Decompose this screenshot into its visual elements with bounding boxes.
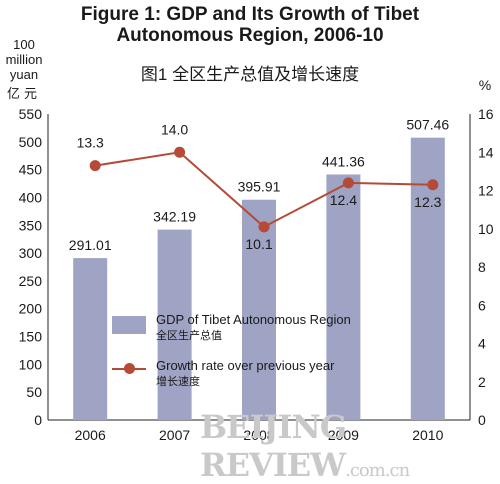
y-right-tick-label: 8: [478, 259, 486, 275]
y-left-unit: 100 million yuan: [5, 37, 43, 82]
legend-item-gdp: GDP of Tibet Autonomous Region 全区生产总值: [112, 312, 351, 344]
x-tick-label: 2007: [159, 427, 190, 443]
chart-title: Figure 1: GDP and Its Growth of Tibet Au…: [80, 4, 420, 46]
y-left-unit-cn: 亿元: [6, 86, 41, 101]
growth-value-label: 14.0: [161, 121, 188, 137]
bar-value-label: 395.91: [238, 179, 281, 195]
bar-gdp: [242, 199, 276, 420]
y-left-tick-label: 550: [19, 106, 43, 122]
y-right-tick-label: 6: [478, 297, 486, 313]
y-right-tick-label: 10: [478, 221, 494, 237]
bar-value-label: 291.01: [69, 237, 112, 253]
growth-point: [427, 179, 439, 191]
legend: GDP of Tibet Autonomous Region 全区生产总值 Gr…: [112, 312, 351, 404]
growth-point: [89, 160, 101, 172]
chart-canvas: 0 50 100 150 200 250 300 350 400 450 500 550 0 2 4 6 8 10…: [19, 106, 494, 443]
watermark-suffix: .com.cn: [345, 460, 410, 481]
bar-gdp: [73, 258, 108, 420]
bar-value-label: 342.19: [153, 209, 196, 225]
y-right-tick-label: 4: [478, 336, 486, 352]
y-left-tick-label: 0: [34, 412, 42, 428]
y-left-tick-label: 350: [19, 217, 43, 233]
bar-value-label: 507.46: [406, 117, 449, 133]
legend-growth-label-cn: 增长速度: [156, 376, 200, 388]
y-right-tick-label: 14: [478, 144, 494, 160]
x-tick-label: 2008: [243, 427, 274, 443]
growth-value-label: 12.4: [330, 192, 357, 208]
bar-gdp: [410, 137, 445, 420]
x-tick-label: 2009: [328, 427, 359, 443]
y-right-tick-label: 0: [478, 412, 486, 428]
y-left-tick-label: 150: [19, 329, 43, 345]
y-left-tick-label: 100: [19, 356, 43, 372]
bar-gdp: [326, 174, 361, 420]
y-right-tick-label: 16: [478, 106, 494, 122]
growth-point: [174, 146, 186, 158]
y-left-tick-label: 50: [26, 384, 42, 400]
y-left-tick-label: 500: [19, 134, 43, 150]
bar-gdp: [157, 229, 192, 420]
growth-point: [342, 177, 354, 189]
y-right-tick-label: 2: [478, 374, 486, 390]
legend-bar-swatch: [112, 312, 146, 334]
y-left-tick-label: 400: [19, 189, 43, 205]
growth-value-label: 10.1: [245, 236, 272, 252]
legend-growth-label: Growth rate over previous year: [156, 358, 335, 373]
watermark: BEIJING REVIEW.com.cn: [200, 408, 500, 484]
growth-value-label: 13.3: [77, 135, 104, 151]
legend-gdp-label: GDP of Tibet Autonomous Region: [156, 312, 351, 327]
y-left-tick-label: 300: [19, 245, 43, 261]
y-left-tick-label: 250: [19, 273, 43, 289]
growth-point: [258, 221, 270, 233]
watermark-main: BEIJING REVIEW: [200, 408, 347, 484]
x-tick-label: 2006: [75, 427, 106, 443]
growth-value-label: 12.3: [414, 194, 441, 210]
legend-gdp-label-cn: 全区生产总值: [156, 330, 222, 342]
y-right-unit: %: [478, 77, 492, 93]
legend-line-swatch: [112, 358, 146, 380]
legend-item-growth: Growth rate over previous year 增长速度: [112, 358, 351, 390]
y-left-tick-label: 200: [19, 301, 43, 317]
bar-value-label: 441.36: [322, 153, 365, 169]
y-right-tick-label: 12: [478, 183, 494, 199]
x-tick-label: 2010: [412, 427, 443, 443]
y-left-tick-label: 450: [19, 162, 43, 178]
chart-subtitle: 图1 全区生产总值及增长速度: [140, 65, 360, 84]
